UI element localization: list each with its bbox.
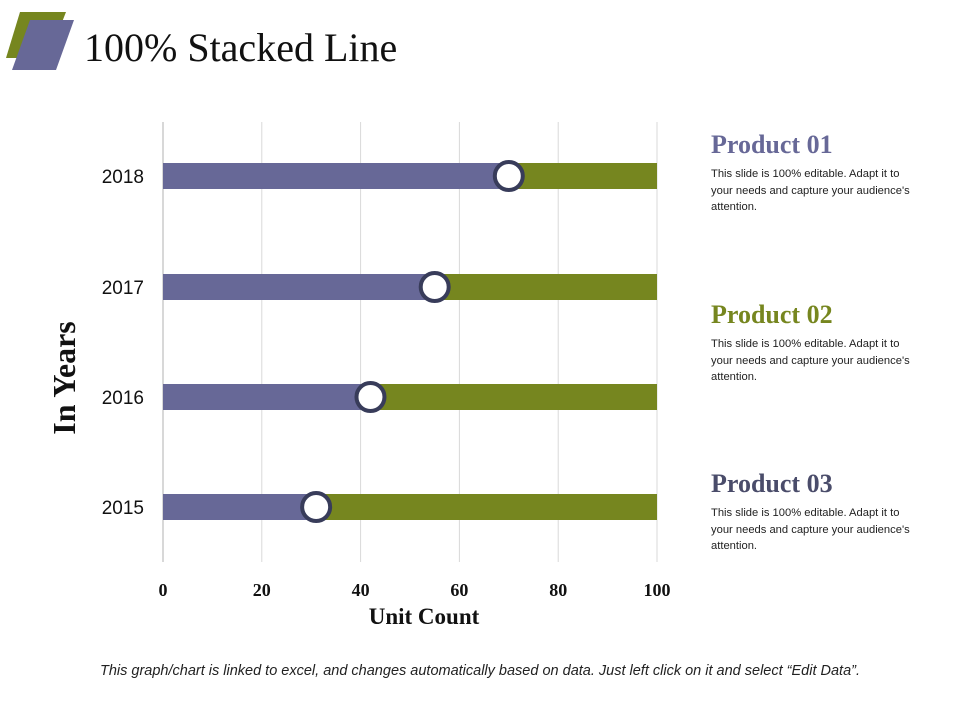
x-tick-label: 80 [549,580,567,600]
x-tick-label: 40 [352,580,370,600]
x-tick-label: 60 [450,580,468,600]
y-axis-title: In Years [46,321,82,434]
bar-series1-segment [163,494,317,520]
y-category-label: 2018 [102,167,144,188]
x-axis-title: Unit Count [369,604,480,629]
logo-icon [6,12,74,70]
product-item: Product 02 This slide is 100% editable. … [711,300,916,386]
product-description: This slide is 100% editable. Adapt it to… [711,338,910,383]
data-point-marker [418,271,451,303]
product-description: This slide is 100% editable. Adapt it to… [711,168,910,213]
label-layer: 0 20 40 60 80 100 2018 2017 2016 2015 [102,167,671,600]
product-title: Product 01 [711,130,833,159]
page-title: 100% Stacked Line [84,25,398,70]
product-title: Product 02 [711,300,833,329]
data-point-marker [492,160,525,192]
y-category-label: 2016 [102,388,144,409]
logo-front-shape [12,20,74,70]
footer-note: This graph/chart is linked to excel, and… [99,663,861,679]
x-tick-label: 100 [644,580,671,600]
x-tick-label: 20 [253,580,271,600]
bar-series2-segment [370,384,657,410]
marker-layer [300,160,525,523]
data-point-marker [354,381,387,413]
product-item: Product 01 This slide is 100% editable. … [711,130,916,216]
bar-series2-segment [316,494,657,520]
product-title: Product 03 [711,469,833,498]
x-tick-label: 0 [159,580,168,600]
y-category-label: 2015 [102,498,144,519]
bar-series2-segment [508,163,657,189]
bar-layer [163,163,657,520]
bar-series1-segment [163,384,371,410]
grid-layer [162,122,658,562]
product-description: This slide is 100% editable. Adapt it to… [711,507,910,552]
data-point-marker [300,491,333,523]
bar-series1-segment [163,163,509,189]
product-item: Product 03 This slide is 100% editable. … [711,469,916,555]
bar-series1-segment [163,274,435,300]
bar-series2-segment [434,274,657,300]
y-category-label: 2017 [102,278,144,299]
